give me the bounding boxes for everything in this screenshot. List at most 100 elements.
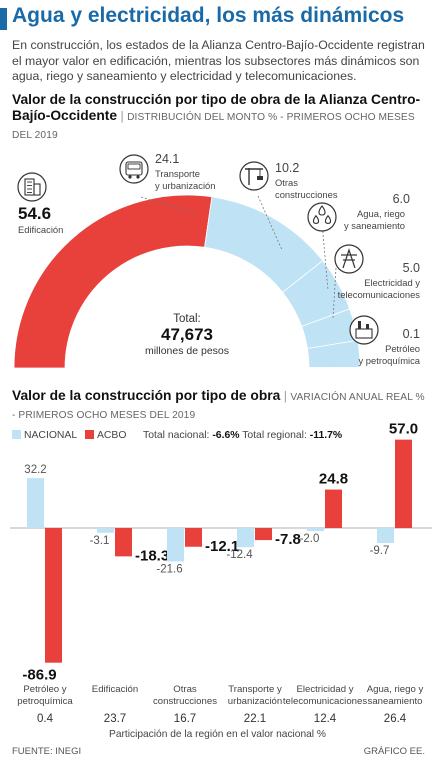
- crane-load: [257, 176, 263, 180]
- donut-category-label: Transporte: [155, 168, 200, 179]
- category-label: Transporte y: [228, 684, 282, 695]
- donut-category-label: Electricidad y: [364, 277, 420, 288]
- donut-category-label: Otras: [275, 177, 298, 188]
- donut-value-label: 6.0: [393, 192, 410, 206]
- category-label: Otras: [173, 684, 197, 695]
- legend-acbo-swatch: [85, 430, 94, 439]
- refinery-icon: [349, 315, 379, 345]
- donut-category-label: y petroquímica: [359, 355, 421, 366]
- donut-category-label: telecomunicaciones: [338, 289, 421, 300]
- bar-nacional: [27, 478, 44, 528]
- bus-window: [127, 163, 141, 170]
- total-regional-label: Total regional:: [242, 430, 307, 441]
- value-label-nacional: -3.1: [90, 535, 110, 547]
- leader-line: [140, 196, 198, 215]
- participation-value: 26.4: [384, 713, 407, 725]
- donut-value-label: 24.1: [155, 152, 179, 166]
- donut-category-label: y saneamiento: [344, 220, 405, 231]
- value-label-acbo: -7.8: [275, 531, 301, 548]
- category-label: Edificación: [92, 684, 138, 695]
- value-label-nacional: 32.2: [24, 464, 46, 476]
- value-label-nacional: -9.7: [370, 545, 390, 557]
- category-label: Electricidad y: [296, 684, 353, 695]
- value-label-acbo: -12.1: [205, 538, 239, 555]
- category-label: saneamiento: [368, 696, 423, 707]
- refinery-chimney: [366, 324, 369, 329]
- participation-value: 12.4: [314, 713, 337, 725]
- total-regional-value: -11.7%: [309, 430, 343, 441]
- category-label: Petróleo y: [23, 684, 66, 695]
- leader-line: [257, 195, 283, 251]
- bar-acbo: [115, 528, 132, 557]
- donut-slice-edificacion: [13, 194, 213, 369]
- bar-nacional: [237, 528, 254, 548]
- donut-total-unit: millones de pesos: [145, 345, 229, 357]
- value-label-acbo: 57.0: [389, 421, 418, 438]
- bar-acbo: [325, 489, 342, 528]
- icon-ring: [307, 202, 337, 232]
- bus-body: [125, 161, 143, 176]
- water-drop: [312, 214, 320, 224]
- donut-total-label: Total:: [173, 313, 201, 325]
- bar-acbo: [255, 528, 272, 541]
- bar-nacional: [377, 528, 394, 544]
- participation-value: 0.4: [37, 713, 54, 725]
- tower-frame: [342, 248, 356, 269]
- water-drops-icon: [307, 202, 337, 232]
- legend-acbo: ACBO: [85, 430, 126, 441]
- donut-category-label: y urbanización: [155, 180, 215, 191]
- building-shape: [33, 183, 41, 196]
- donut-value-label: 5.0: [403, 261, 420, 275]
- donut-category-label: Agua, riego: [357, 208, 405, 219]
- donut-total-value: 47,673: [161, 325, 213, 344]
- value-label-nacional: -12.4: [226, 549, 253, 561]
- section1-title: Valor de la construcción por tipo de obr…: [12, 92, 421, 141]
- section2-title-bold: Valor de la construcción por tipo de obr…: [12, 388, 281, 403]
- donut-value-label: 54.6: [18, 204, 51, 223]
- bar-acbo: [395, 439, 412, 528]
- bus-wheel: [136, 175, 140, 179]
- category-label: construcciones: [153, 696, 217, 707]
- legend-acbo-label: ACBO: [97, 430, 127, 441]
- building-icon: [17, 172, 47, 202]
- credit-footer: GRÁFICO EE.: [363, 746, 425, 757]
- participation-value: 23.7: [104, 713, 126, 725]
- category-label: urbanización: [228, 696, 282, 707]
- value-label-acbo: 24.8: [319, 471, 348, 488]
- legend-totals: Total nacional: -6.6% Total regional: -1…: [143, 430, 342, 441]
- legend-nacional-swatch: [12, 430, 21, 439]
- bus-icon: [119, 154, 149, 184]
- value-label-nacional: -21.6: [156, 563, 182, 575]
- legend-nacional-label: NACIONAL: [24, 430, 78, 441]
- category-label: Agua, riego y: [367, 684, 424, 695]
- leader-line: [332, 267, 337, 319]
- power-tower-icon: [334, 244, 364, 274]
- water-drop: [318, 205, 326, 216]
- title-accent-bar: [0, 8, 7, 30]
- participation-value: 22.1: [244, 713, 266, 725]
- bar-nacional: [307, 528, 324, 532]
- value-label-nacional: -2.0: [300, 533, 320, 545]
- icon-ring: [334, 244, 364, 274]
- participation-caption: Participación de la región en el valor n…: [109, 729, 326, 740]
- section2-title: Valor de la construcción por tipo de obr…: [12, 388, 425, 421]
- donut-category-label: Petróleo: [385, 343, 420, 354]
- bar-acbo: [45, 528, 62, 663]
- participation-value: 16.7: [174, 713, 196, 725]
- bar-nacional: [167, 528, 184, 562]
- category-label: telecomunicaciones: [283, 696, 367, 707]
- section2-title-sub: VARIACIÓN ANUAL REAL % - PRIMEROS OCHO M…: [12, 392, 425, 421]
- bus-wheel: [128, 175, 132, 179]
- donut-value-label: 0.1: [403, 327, 420, 341]
